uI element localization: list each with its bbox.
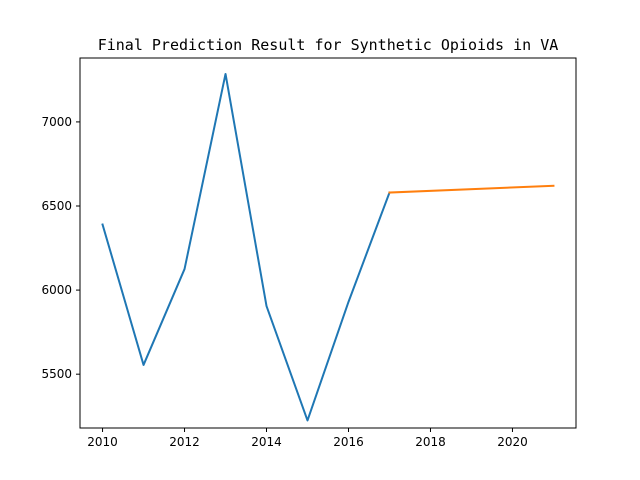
series-line-1 bbox=[101, 72, 391, 422]
y-tick-label: 7000 bbox=[41, 115, 72, 129]
x-axis: 2010 2012 2014 2016 2018 2020 bbox=[87, 428, 528, 449]
y-axis: 5500 6000 6500 7000 bbox=[41, 115, 80, 381]
chart-title: Final Prediction Result for Synthetic Op… bbox=[98, 36, 559, 54]
x-tick-label: 2020 bbox=[497, 435, 528, 449]
series-line-2 bbox=[388, 184, 555, 194]
y-tick-label: 5500 bbox=[41, 367, 72, 381]
series-layer bbox=[101, 72, 555, 422]
y-tick-label: 6500 bbox=[41, 199, 72, 213]
x-tick-label: 2012 bbox=[169, 435, 200, 449]
y-tick-label: 6000 bbox=[41, 283, 72, 297]
x-tick-label: 2010 bbox=[87, 435, 118, 449]
x-tick-label: 2018 bbox=[415, 435, 446, 449]
x-tick-label: 2016 bbox=[333, 435, 364, 449]
plot-area bbox=[79, 57, 577, 429]
x-tick-label: 2014 bbox=[251, 435, 282, 449]
axes-frame bbox=[79, 57, 577, 429]
